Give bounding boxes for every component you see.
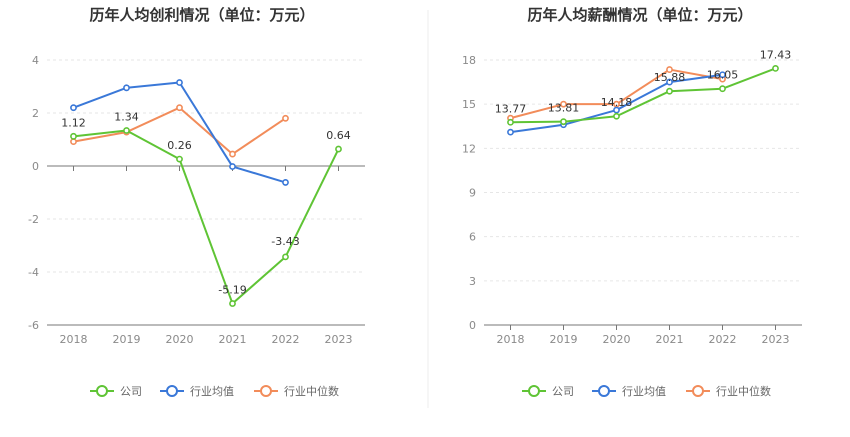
- data-point-company: [282, 253, 289, 261]
- legend-item-industry_avg[interactable]: 行业均值: [592, 385, 666, 398]
- data-point-industry_avg: [282, 179, 289, 186]
- data-label: 16.05: [707, 69, 739, 82]
- data-point-company: [176, 155, 183, 163]
- data-point-company: [613, 112, 620, 120]
- x-tick-label: 2023: [762, 333, 790, 346]
- data-point-industry_avg: [507, 128, 514, 136]
- data-point-industry_median: [176, 104, 183, 112]
- data-point-company: [70, 132, 77, 140]
- data-point-company: [123, 127, 130, 134]
- data-label: 0.26: [167, 139, 192, 152]
- data-label: 15.88: [654, 71, 686, 84]
- legend-marker: [528, 385, 540, 397]
- x-tick-label: 2021: [219, 333, 247, 346]
- y-tick-label: 3: [469, 275, 476, 288]
- data-label: 0.64: [326, 129, 351, 142]
- x-tick-label: 2018: [497, 333, 525, 346]
- legend-label: 行业中位数: [284, 384, 339, 398]
- y-tick-label: -2: [28, 213, 39, 226]
- data-point-company: [666, 87, 673, 95]
- data-label: 1.12: [61, 116, 86, 129]
- y-tick-label: 4: [32, 54, 39, 67]
- legend-label: 行业中位数: [716, 384, 771, 398]
- x-tick-label: 2019: [113, 333, 141, 346]
- x-tick-label: 2021: [656, 333, 684, 346]
- y-tick-label: 0: [469, 319, 476, 332]
- y-tick-label: 2: [32, 107, 39, 120]
- data-point-industry_median: [229, 150, 236, 158]
- y-tick-label: 12: [462, 142, 476, 155]
- x-tick-label: 2023: [325, 333, 353, 346]
- data-point-industry_avg: [176, 79, 183, 86]
- x-tick-label: 2022: [272, 333, 300, 346]
- legend-marker: [692, 385, 704, 397]
- data-point-industry_median: [70, 138, 77, 146]
- y-tick-label: 0: [32, 160, 39, 173]
- data-label: 1.34: [114, 110, 139, 123]
- legend-marker: [96, 385, 108, 397]
- legend-item-company[interactable]: 公司: [90, 385, 142, 398]
- y-tick-label: -6: [28, 319, 39, 332]
- data-point-company: [772, 64, 779, 72]
- data-point-industry_avg: [666, 78, 673, 86]
- legend-label: 行业均值: [622, 385, 666, 398]
- data-point-industry_avg: [123, 84, 130, 92]
- data-point-industry_median: [282, 114, 289, 122]
- y-tick-label: 18: [462, 54, 476, 67]
- data-label: -5.19: [218, 284, 246, 297]
- x-tick-label: 2022: [709, 333, 737, 346]
- data-point-company: [719, 85, 726, 93]
- legend-item-industry_median[interactable]: 行业中位数: [254, 384, 339, 398]
- legend-item-company[interactable]: 公司: [522, 385, 574, 398]
- data-label: 14.18: [601, 96, 633, 109]
- data-point-industry_median: [666, 66, 673, 73]
- chart-per-capita-profit: 历年人均创利情况（单位：万元） 4 2 0 -2 -4 -6 2018 2019 2020 202…: [28, 6, 365, 398]
- legend-label: 公司: [552, 385, 574, 398]
- series-line-company: [510, 67, 776, 124]
- data-point-industry_avg: [719, 71, 726, 79]
- legend-label: 行业均值: [190, 385, 234, 398]
- chart-per-capita-salary: 历年人均薪酬情况（单位：万元） 18 15 12 9 6 3 0 2018 2019 2020 20…: [462, 6, 802, 398]
- chart-title: 历年人均创利情况（单位：万元）: [89, 6, 314, 24]
- x-tick-label: 2018: [60, 333, 88, 346]
- y-tick-label: 6: [469, 231, 476, 244]
- data-label: 13.81: [548, 102, 580, 115]
- legend-marker: [260, 385, 272, 397]
- data-label: -3.43: [271, 235, 299, 248]
- data-label: 17.43: [760, 48, 792, 61]
- data-point-industry_median: [560, 100, 567, 108]
- legend-item-industry_avg[interactable]: 行业均值: [160, 385, 234, 398]
- legend-label: 公司: [120, 385, 142, 398]
- legend-item-industry_median[interactable]: 行业中位数: [686, 384, 771, 398]
- legend-marker: [166, 385, 178, 397]
- data-point-industry_avg: [229, 163, 236, 170]
- data-point-industry_avg: [70, 104, 77, 112]
- chart-title: 历年人均薪酬情况（单位：万元）: [527, 6, 752, 24]
- data-point-company: [229, 300, 236, 307]
- series-line-company: [73, 129, 340, 305]
- data-point-company: [507, 118, 514, 126]
- data-point-company: [335, 145, 342, 153]
- x-tick-label: 2020: [166, 333, 194, 346]
- y-tick-label: 9: [469, 187, 476, 200]
- data-point-industry_avg: [613, 106, 620, 114]
- y-tick-label: -4: [28, 266, 39, 279]
- x-tick-label: 2020: [603, 333, 631, 346]
- legend-marker: [598, 385, 610, 397]
- y-tick-label: 15: [462, 98, 476, 111]
- x-tick-label: 2019: [550, 333, 578, 346]
- data-point-company: [560, 118, 567, 126]
- data-label: 13.77: [495, 102, 527, 115]
